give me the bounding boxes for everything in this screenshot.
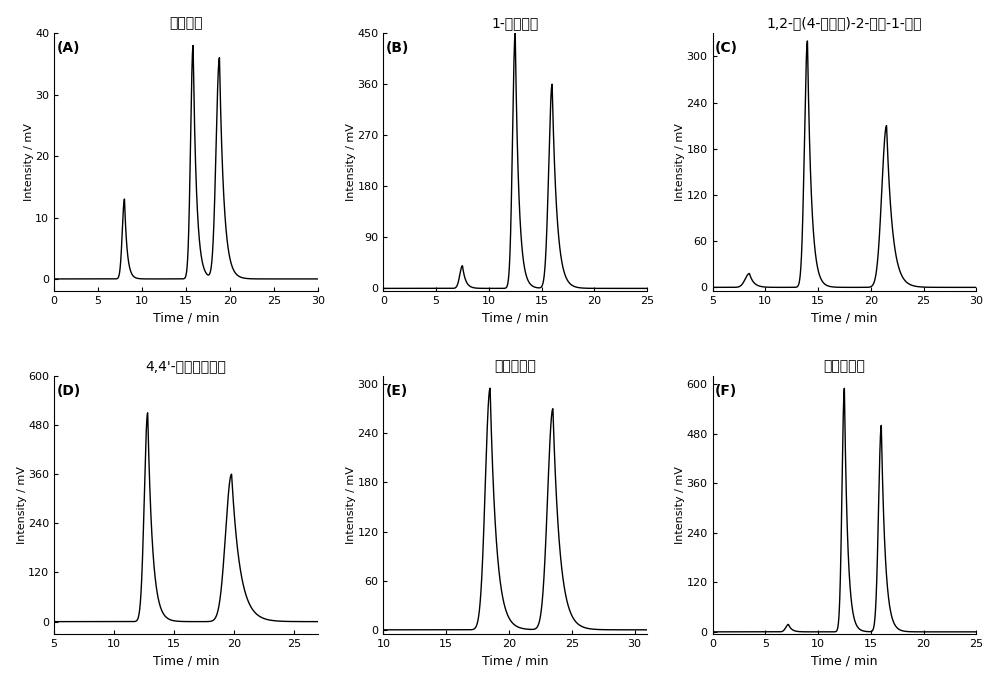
Text: (F): (F) [715,384,737,397]
Text: (B): (B) [386,41,409,55]
Y-axis label: Intensity / mV: Intensity / mV [675,123,685,201]
Title: 西替利崌: 西替利崌 [169,16,203,31]
Title: 氧化苯乙烯: 氧化苯乙烯 [823,359,865,373]
X-axis label: Time / min: Time / min [153,655,219,668]
Text: (A): (A) [57,41,80,55]
Title: 4,4'-二甲基安息香: 4,4'-二甲基安息香 [146,359,226,373]
X-axis label: Time / min: Time / min [811,655,878,668]
Y-axis label: Intensity / mV: Intensity / mV [17,466,27,544]
Y-axis label: Intensity / mV: Intensity / mV [675,466,685,544]
X-axis label: Time / min: Time / min [482,655,548,668]
Y-axis label: Intensity / mV: Intensity / mV [24,123,34,201]
Y-axis label: Intensity / mV: Intensity / mV [346,466,356,544]
Title: 扁桃酸乙酯: 扁桃酸乙酯 [494,359,536,373]
X-axis label: Time / min: Time / min [153,312,219,325]
X-axis label: Time / min: Time / min [482,312,548,325]
Title: 1,2-双(4-氟苯基)-2-羟基-1-乙酮: 1,2-双(4-氟苯基)-2-羟基-1-乙酮 [767,16,922,31]
Text: (C): (C) [715,41,738,55]
Text: (E): (E) [386,384,408,397]
Y-axis label: Intensity / mV: Intensity / mV [346,123,356,201]
Title: 1-苯基乙醇: 1-苯基乙醇 [492,16,539,31]
X-axis label: Time / min: Time / min [811,312,878,325]
Text: (D): (D) [57,384,81,397]
